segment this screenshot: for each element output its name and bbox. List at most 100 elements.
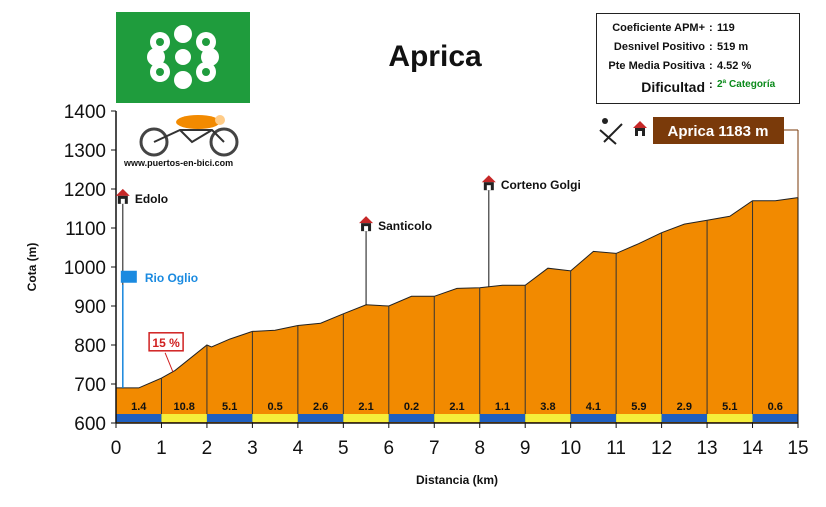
- segment-bar: [116, 414, 162, 422]
- annotation-label: Corteno Golgi: [501, 178, 581, 192]
- annotation-label: 15 %: [152, 336, 180, 350]
- profile-area: [115, 197, 799, 424]
- info-value: 519 m: [717, 41, 749, 53]
- segment-bar: [206, 414, 253, 422]
- x-tick-label: 15: [787, 438, 808, 459]
- ski-icon: [599, 123, 623, 145]
- info-row-apm: Coeficiente APM+ : 119: [597, 22, 799, 40]
- segment-gradient-label: 5.1: [222, 401, 237, 413]
- difficulty-category: 2ª Categoría: [717, 79, 776, 90]
- x-tick-label: 9: [520, 438, 531, 459]
- x-tick-label: 14: [742, 438, 764, 459]
- segment-bar: [161, 414, 207, 422]
- summit-label: Aprica 1183 m: [668, 123, 769, 140]
- x-tick-label: 2: [202, 438, 213, 459]
- segment-bar: [434, 414, 480, 422]
- y-tick-label: 1100: [65, 219, 106, 240]
- segment-bar: [525, 414, 571, 422]
- x-tick-label: 4: [293, 438, 304, 459]
- segment-gradient-label: 0.2: [404, 401, 419, 413]
- info-separator: :: [709, 60, 713, 72]
- segment-gradient-label: 2.1: [358, 401, 373, 413]
- rosa-camuna-icon: [147, 25, 219, 89]
- x-tick-label: 3: [247, 438, 258, 459]
- annotation-leader: [164, 352, 174, 372]
- x-tick-label: 8: [474, 438, 485, 459]
- segment-bar: [752, 414, 798, 422]
- segment-gradient-label: 0.5: [267, 401, 282, 413]
- info-row-pendiente: Pte Media Positiva : 4.52 %: [597, 60, 799, 78]
- cyclist-logo-icon: [139, 115, 239, 157]
- y-tick-label: 1400: [64, 102, 106, 123]
- segment-gradient-label: 2.1: [449, 401, 464, 413]
- x-axis-label: Distancia (km): [416, 473, 498, 487]
- house-icon: [638, 131, 642, 136]
- x-tick-label: 6: [384, 438, 395, 459]
- x-tick-label: 5: [338, 438, 349, 459]
- y-tick-label: 900: [74, 297, 106, 318]
- x-tick-label: 10: [560, 438, 581, 459]
- ski-icon: [602, 118, 608, 124]
- house-icon: [115, 188, 130, 196]
- river-icon: [120, 270, 137, 283]
- house-icon: [486, 185, 491, 191]
- segment-gradient-label: 2.6: [313, 401, 328, 413]
- segment-gradient-label: 10.8: [173, 401, 194, 413]
- y-tick-label: 700: [74, 375, 106, 396]
- segment-bar: [388, 414, 435, 422]
- info-value: 4.52 %: [717, 60, 752, 72]
- y-tick-label: 1300: [64, 141, 106, 162]
- annotation-label: Edolo: [135, 192, 168, 206]
- x-tick-label: 12: [651, 438, 672, 459]
- segment-gradient-label: 5.9: [631, 401, 646, 413]
- info-separator: :: [709, 22, 713, 34]
- summit-label-box: [653, 117, 784, 144]
- segment-bar: [343, 414, 389, 422]
- segment-bar: [570, 414, 617, 422]
- gradient-flag-box: [148, 332, 184, 352]
- annotation-label: Santicolo: [378, 219, 432, 233]
- x-tick-label: 0: [111, 438, 122, 459]
- y-tick-label: 600: [74, 414, 106, 435]
- info-label: Desnivel Positivo: [613, 41, 705, 53]
- info-separator: :: [709, 41, 713, 53]
- house-icon: [633, 121, 647, 128]
- segment-gradient-label: 1.4: [131, 401, 147, 413]
- house-icon: [120, 198, 125, 204]
- segment-gradient-label: 0.6: [768, 401, 783, 413]
- segment-gradient-label: 4.1: [586, 401, 601, 413]
- site-url: www.puertos-en-bici.com: [124, 158, 234, 168]
- x-tick-label: 7: [429, 438, 440, 459]
- chart-title: Aprica: [388, 40, 482, 73]
- y-axis-label: Cota (m): [25, 243, 39, 292]
- info-separator: :: [709, 79, 713, 91]
- house-icon: [364, 226, 369, 232]
- info-value: 119: [717, 22, 735, 34]
- segment-gradient-label: 1.1: [495, 401, 510, 413]
- info-label: Coeficiente APM+: [612, 22, 705, 34]
- segment-bar: [707, 414, 753, 422]
- info-box: Coeficiente APM+ : 119 Desnivel Positivo…: [596, 13, 800, 104]
- segment-bar: [616, 414, 662, 422]
- lombardy-flag: [116, 12, 250, 103]
- segment-gradient-label: 5.1: [722, 401, 737, 413]
- y-tick-label: 1200: [64, 180, 106, 201]
- house-icon: [481, 175, 496, 183]
- segment-bar: [479, 414, 526, 422]
- annotation-label: Rio Oglio: [145, 271, 198, 285]
- x-tick-label: 11: [606, 438, 626, 459]
- segment-gradient-label: 2.9: [677, 401, 692, 413]
- info-label: Dificultad: [641, 79, 705, 95]
- y-tick-label: 800: [74, 336, 106, 357]
- x-tick-label: 13: [696, 438, 717, 459]
- info-row-dificultad: Dificultad : 2ª Categoría: [597, 79, 799, 97]
- segment-bar: [661, 414, 708, 422]
- segment-bar: [252, 414, 298, 422]
- segment-bar: [297, 414, 344, 422]
- y-tick-label: 1000: [64, 258, 106, 279]
- segment-gradient-label: 3.8: [540, 401, 555, 413]
- info-label: Pte Media Positiva: [608, 60, 705, 72]
- house-icon: [359, 216, 374, 224]
